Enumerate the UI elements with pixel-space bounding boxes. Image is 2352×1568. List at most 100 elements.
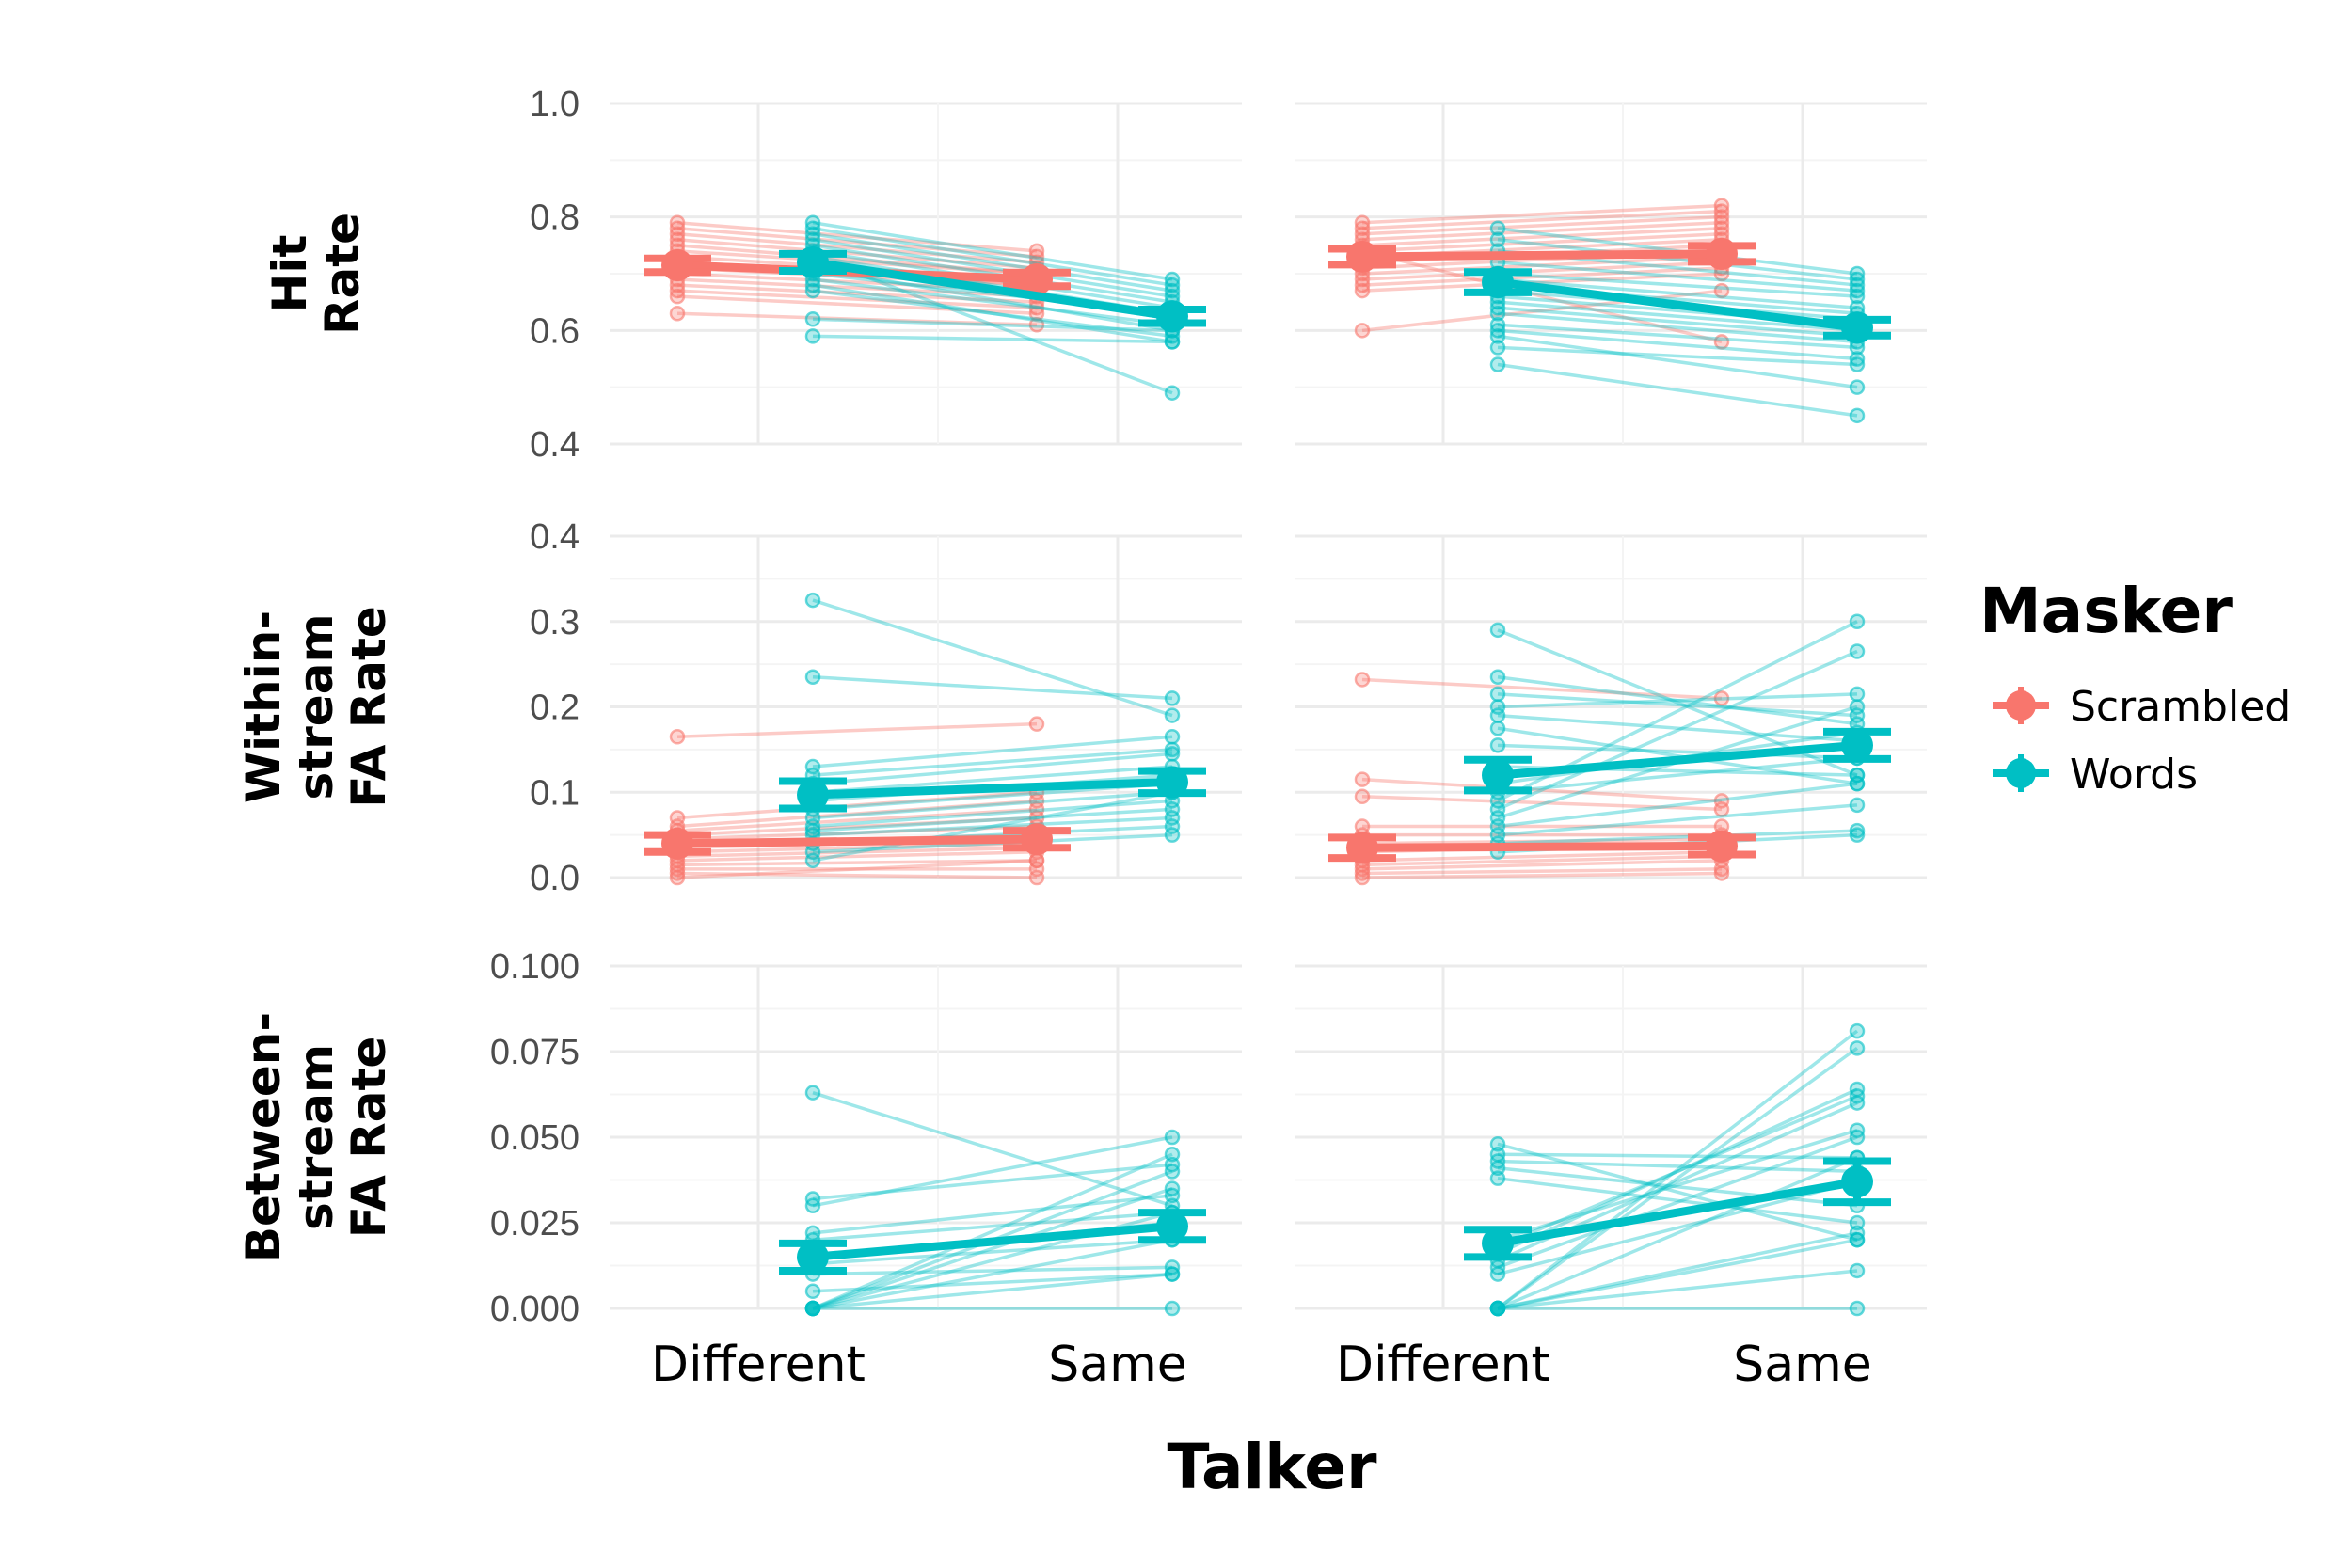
y-tick-label: 0.075 bbox=[490, 1033, 580, 1072]
subject-line-scrambled bbox=[1361, 867, 1723, 876]
subject-point-words bbox=[1489, 707, 1506, 723]
subject-point-words bbox=[1164, 1300, 1181, 1317]
y-tick-label: 0.050 bbox=[490, 1118, 580, 1158]
mean-point-scrambled bbox=[661, 827, 693, 860]
subject-point-words bbox=[1164, 1146, 1181, 1163]
y-tick-label: 0.2 bbox=[530, 689, 580, 728]
y-tick-label: 0.6 bbox=[530, 311, 580, 351]
subject-point-words bbox=[1489, 737, 1506, 753]
panel-r2-c2 bbox=[1295, 534, 1927, 886]
subject-line-scrambled bbox=[676, 721, 1038, 739]
legend-title: Masker bbox=[1979, 575, 2233, 647]
subject-point-scrambled bbox=[1354, 282, 1371, 299]
subject-point-words bbox=[1164, 1129, 1181, 1146]
subject-line-words bbox=[1497, 692, 1858, 718]
subject-line-words bbox=[812, 735, 1173, 768]
subject-line-words bbox=[812, 255, 1173, 395]
subject-point-words bbox=[1489, 328, 1506, 344]
subject-line-scrambled bbox=[1361, 255, 1723, 276]
subject-line-words bbox=[812, 1238, 1173, 1266]
subject-line-words bbox=[1497, 713, 1858, 743]
subject-line-words bbox=[1497, 1166, 1858, 1208]
mean-point-words bbox=[797, 1241, 829, 1274]
legend-item-scrambled: Scrambled bbox=[1993, 683, 2291, 731]
panel-r1-c2 bbox=[1295, 102, 1927, 446]
subject-point-words bbox=[1849, 699, 1866, 715]
y-tick-label: 0.025 bbox=[490, 1204, 580, 1243]
mean-line-scrambled bbox=[676, 834, 1038, 848]
y-tick-label: 0.4 bbox=[530, 425, 580, 465]
subject-point-scrambled bbox=[1028, 716, 1045, 732]
subject-line-words bbox=[1497, 1142, 1858, 1242]
subject-line-words bbox=[1497, 261, 1858, 293]
subject-line-words bbox=[1497, 1087, 1858, 1256]
subject-line-words bbox=[812, 1194, 1173, 1235]
subject-line-words bbox=[812, 765, 1173, 794]
subject-line-words bbox=[1497, 692, 1858, 709]
subject-line-words bbox=[1497, 238, 1858, 281]
subject-line-words bbox=[1497, 1156, 1858, 1310]
subject-line-scrambled bbox=[676, 283, 1038, 304]
mean-point-scrambled bbox=[1021, 263, 1053, 296]
subject-line-words bbox=[812, 790, 1173, 863]
chart-panels bbox=[610, 102, 1927, 1317]
subject-point-words bbox=[1849, 643, 1866, 659]
subject-point-words bbox=[1849, 1129, 1866, 1146]
mean-line-words bbox=[1497, 1177, 1858, 1248]
strip-line: Hit bbox=[262, 235, 317, 313]
subject-line-scrambled bbox=[676, 249, 1038, 276]
subject-line-words bbox=[812, 334, 1173, 344]
subject-line-words bbox=[1496, 1029, 1859, 1310]
subject-point-words bbox=[1164, 827, 1181, 843]
subject-line-words bbox=[812, 752, 1173, 785]
subject-point-words bbox=[1164, 1266, 1181, 1282]
mean-point-scrambled bbox=[1021, 823, 1053, 856]
subject-line-words bbox=[1497, 726, 1858, 785]
subject-line-words bbox=[1497, 1135, 1858, 1269]
mean-point-words bbox=[1156, 766, 1188, 799]
subject-point-words bbox=[804, 1085, 821, 1101]
y-tick-label: 0.3 bbox=[530, 603, 580, 642]
subject-line-scrambled bbox=[676, 859, 1038, 879]
subject-point-words bbox=[804, 282, 821, 299]
subject-point-scrambled bbox=[1713, 861, 1730, 878]
subject-line-words bbox=[812, 598, 1173, 718]
mean-point-words bbox=[1482, 1227, 1514, 1259]
subject-line-words bbox=[1497, 272, 1858, 298]
subject-line-words bbox=[1497, 345, 1858, 367]
subject-line-words bbox=[812, 283, 1173, 344]
mean-point-words bbox=[1841, 1165, 1873, 1198]
legend-label: Scrambled bbox=[2070, 683, 2291, 731]
subject-point-words bbox=[804, 1283, 821, 1300]
subject-point-words bbox=[1849, 356, 1866, 372]
subject-line-words bbox=[812, 266, 1173, 333]
mean-point-words bbox=[1841, 311, 1873, 344]
subject-point-words bbox=[1849, 797, 1866, 814]
subject-line-words bbox=[812, 790, 1173, 820]
subject-line-words bbox=[812, 238, 1173, 298]
subject-point-scrambled bbox=[1354, 771, 1371, 787]
subject-line-scrambled bbox=[1361, 209, 1723, 230]
subject-point-scrambled bbox=[1028, 852, 1045, 869]
subject-line-words bbox=[1497, 649, 1858, 812]
subject-point-words bbox=[1849, 1262, 1866, 1279]
x-tick-label: Different bbox=[651, 1337, 866, 1393]
subject-point-words bbox=[1489, 1266, 1506, 1282]
mean-line-words bbox=[1497, 277, 1858, 332]
subject-line-words bbox=[812, 1152, 1173, 1310]
subject-line-scrambled bbox=[676, 311, 1038, 327]
subject-line-words bbox=[1497, 1269, 1858, 1310]
subject-line-words bbox=[1497, 277, 1858, 309]
subject-line-words bbox=[812, 317, 1173, 333]
subject-line-scrambled bbox=[676, 232, 1038, 264]
subject-line-scrambled bbox=[1361, 871, 1723, 879]
subject-point-words bbox=[1164, 746, 1181, 762]
panel-r2-c1 bbox=[610, 534, 1242, 886]
subject-line-scrambled bbox=[676, 238, 1038, 270]
subject-point-words bbox=[1849, 822, 1866, 839]
subject-line-words bbox=[1497, 300, 1858, 333]
panel-r1-c1 bbox=[610, 102, 1242, 446]
strip-line: FA Rate bbox=[342, 606, 396, 808]
subject-point-words bbox=[804, 1300, 821, 1317]
subject-line-scrambled bbox=[1361, 261, 1723, 281]
